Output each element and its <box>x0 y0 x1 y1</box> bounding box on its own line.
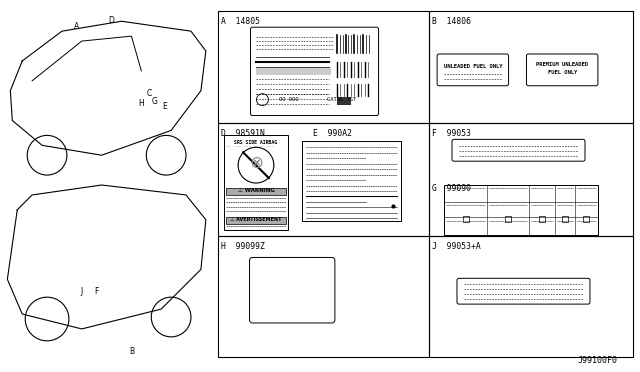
Bar <box>562 216 568 222</box>
Text: J  99053+A: J 99053+A <box>432 241 481 251</box>
Text: CATAL YST: CATAL YST <box>327 97 356 102</box>
Bar <box>444 185 598 235</box>
Bar <box>302 141 401 221</box>
Text: ⚠ AVERTISSEMENT: ⚠ AVERTISSEMENT <box>230 217 282 222</box>
Text: D  98591N: D 98591N <box>221 129 264 138</box>
Text: C: C <box>147 89 152 98</box>
Text: G  99090: G 99090 <box>432 184 471 193</box>
Bar <box>463 216 468 222</box>
Text: ⚠ WARNING: ⚠ WARNING <box>237 189 275 193</box>
Text: FUEL ONLY: FUEL ONLY <box>548 70 577 75</box>
Text: E: E <box>162 102 166 110</box>
Text: PREMIUM UNLEADED: PREMIUM UNLEADED <box>536 62 588 67</box>
Text: F  99053: F 99053 <box>432 129 471 138</box>
Text: A: A <box>74 22 79 31</box>
Text: D: D <box>109 16 115 25</box>
Text: F: F <box>95 287 99 296</box>
Bar <box>226 217 286 224</box>
Text: B  14806: B 14806 <box>432 17 471 26</box>
Bar <box>429 235 633 357</box>
Bar <box>429 124 633 235</box>
Bar <box>226 188 286 195</box>
Text: J: J <box>81 287 83 296</box>
Bar <box>257 67 331 75</box>
Text: -- --- --- ---- ---: -- --- --- ---- --- <box>226 144 273 148</box>
Bar <box>505 216 511 222</box>
Text: SRS SIDE AIRBAG: SRS SIDE AIRBAG <box>234 140 278 145</box>
Bar <box>584 216 589 222</box>
Text: G: G <box>151 97 157 106</box>
Text: H: H <box>138 99 144 108</box>
Text: B: B <box>129 347 134 356</box>
Bar <box>539 216 545 222</box>
Text: H  99099Z: H 99099Z <box>221 241 264 251</box>
Bar <box>218 235 429 357</box>
Text: E  990A2: E 990A2 <box>313 129 352 138</box>
Text: J99100F0: J99100F0 <box>578 356 618 365</box>
Bar <box>429 11 633 124</box>
Bar <box>337 97 351 105</box>
Bar <box>218 124 429 235</box>
Bar <box>224 135 288 230</box>
Text: UNLEADED FUEL ONLY: UNLEADED FUEL ONLY <box>444 64 502 69</box>
Bar <box>218 11 429 124</box>
Text: ⊗: ⊗ <box>249 154 263 172</box>
Text: OO OOO: OO OOO <box>279 97 299 102</box>
Text: A  14805: A 14805 <box>221 17 260 26</box>
